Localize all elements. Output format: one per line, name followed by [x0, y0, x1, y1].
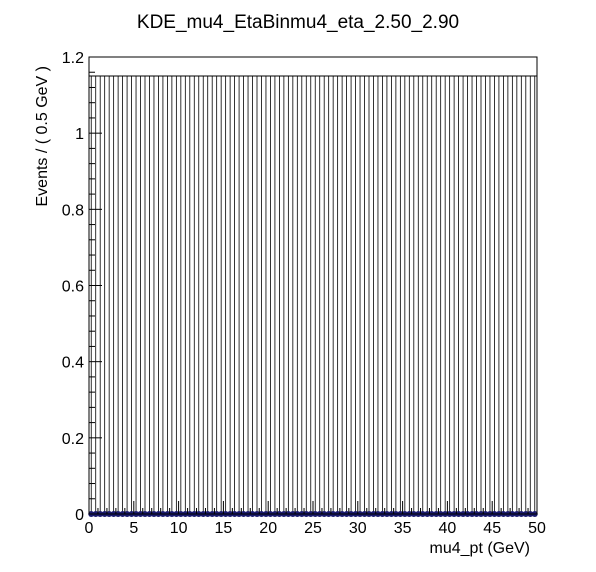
chart-title: KDE_mu4_EtaBinmu4_eta_2.50_2.90	[137, 12, 459, 33]
y-tick-label: 1	[75, 126, 84, 143]
x-axis: 0 5 10 15 20 25 30 35 40 45 50	[85, 501, 546, 537]
x-tick-label: 10	[170, 520, 188, 537]
plot-marks	[88, 75, 538, 517]
x-tick-label: 30	[349, 520, 367, 537]
y-axis: 0 0.2 0.4 0.6 0.8 1 1.2	[62, 50, 102, 524]
y-axis-label: Events / ( 0.5 GeV )	[34, 66, 51, 207]
y-tick-label: 0.4	[62, 355, 84, 372]
x-tick-label: 0	[85, 520, 94, 537]
x-tick-label: 45	[483, 520, 501, 537]
y-tick-label: 0.6	[62, 279, 84, 296]
x-tick-label: 15	[215, 520, 233, 537]
x-tick-label: 40	[439, 520, 457, 537]
x-axis-label: mu4_pt (GeV)	[430, 540, 530, 557]
x-tick-label: 50	[528, 520, 546, 537]
y-tick-label: 0.8	[62, 202, 84, 219]
y-tick-label: 1.2	[62, 50, 84, 67]
x-tick-label: 25	[304, 520, 322, 537]
x-tick-label: 20	[259, 520, 277, 537]
x-tick-label: 35	[394, 520, 412, 537]
x-tick-label: 5	[129, 520, 138, 537]
y-tick-label: 0.2	[62, 431, 84, 448]
y-tick-label: 0	[75, 507, 84, 524]
